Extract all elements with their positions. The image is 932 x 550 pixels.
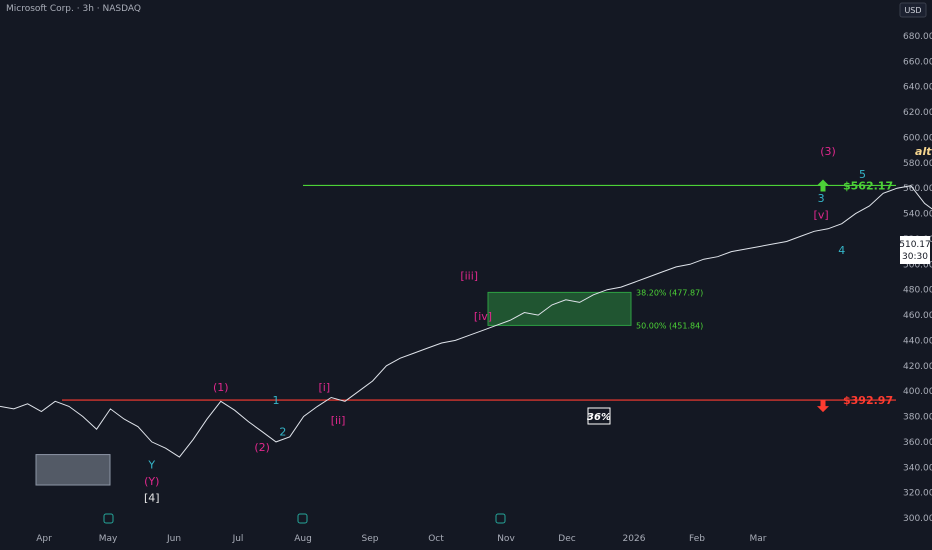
wave-label: (2) (254, 441, 270, 454)
y-tick-label: 460.00 (903, 311, 932, 321)
wave-label: [i] (318, 381, 330, 394)
wave-label: 1 (273, 394, 280, 407)
up-arrow-icon (817, 179, 829, 192)
wave-labels: (1)(2)(3)alt.III(4)(5)[i][ii][iii][iv][v… (144, 145, 932, 505)
wave-label: Y (147, 459, 155, 472)
down-arrow-icon (817, 400, 829, 413)
wave-label: alt.III (915, 145, 932, 158)
x-tick-label: Dec (558, 534, 575, 544)
y-tick-label: 600.00 (903, 133, 932, 143)
y-tick-label: 380.00 (903, 413, 932, 423)
y-tick-label: 320.00 (903, 489, 932, 499)
x-tick-label: Jul (232, 534, 244, 544)
y-tick-label: 500.00 (903, 260, 932, 270)
y-tick-label: 400.00 (903, 387, 932, 397)
x-tick-label: Aug (294, 534, 312, 544)
x-tick-label: Nov (497, 534, 515, 544)
x-axis: Apr May Jun Jul Aug Sep Oct Nov Dec 2026 Feb Mar (36, 534, 767, 544)
earnings-markers (103, 513, 506, 524)
target-label: $562.17 (843, 179, 893, 192)
fib-level-label: 50.00% (451.84) (636, 321, 703, 330)
x-tick-label: Feb (689, 534, 705, 544)
y-tick-label: 640.00 (903, 83, 932, 93)
boxes (35, 454, 111, 486)
x-tick-label: Apr (36, 534, 52, 544)
y-tick-label: 340.00 (903, 463, 932, 473)
y-tick-label: 360.00 (903, 438, 932, 448)
price-series (0, 185, 932, 458)
y-tick-label: 420.00 (903, 362, 932, 372)
y-tick-label: 620.00 (903, 108, 932, 118)
wave-label: 4 (838, 244, 845, 257)
wave-4-box (35, 454, 111, 486)
currency-label: USD (904, 6, 921, 15)
y-tick-label: 580.00 (903, 159, 932, 169)
wave-label: (3) (820, 145, 836, 158)
y-tick-label: 300.00 (903, 514, 932, 524)
wave-label: [iii] (460, 270, 478, 283)
wave-label: (Y) (144, 475, 159, 488)
probability-badge (587, 407, 611, 425)
wave-label: [ii] (331, 414, 346, 427)
x-tick-label: 2026 (623, 534, 646, 544)
y-tick-label: 540.00 (903, 210, 932, 220)
probability-label: 36% (587, 412, 611, 423)
wave-label: (1) (213, 381, 229, 394)
x-tick-label: Jun (166, 534, 181, 544)
earnings-icon[interactable] (495, 513, 506, 524)
x-tick-label: Sep (362, 534, 379, 544)
current-price-tag (900, 236, 930, 264)
y-tick-label: 480.00 (903, 286, 932, 296)
wave-label: 5 (859, 168, 866, 181)
x-tick-label: Mar (750, 534, 767, 544)
price-line (0, 185, 932, 458)
invalidation-label: $392.97 (843, 394, 893, 407)
wave-label: [4] (144, 492, 160, 505)
wave-label: 2 (279, 426, 286, 439)
levels: $562.17 $392.97 (62, 179, 896, 413)
y-tick-label: 440.00 (903, 336, 932, 346)
wave-label: [v] (814, 209, 829, 222)
symbol-title: Microsoft Corp. · 3h · NASDAQ (6, 4, 141, 14)
currency-box[interactable] (899, 2, 927, 18)
earnings-icon[interactable] (103, 513, 114, 524)
earnings-icon[interactable] (297, 513, 308, 524)
x-tick-label: May (99, 534, 118, 544)
wave-label: [iv] (474, 310, 492, 323)
y-tick-label: 560.00 (903, 184, 932, 194)
bar-countdown: 30:30 (902, 252, 928, 262)
x-tick-label: Oct (428, 534, 444, 544)
wave-label: 3 (818, 192, 825, 205)
y-tick-label: 680.00 (903, 32, 932, 42)
current-price: 510.17 (899, 240, 931, 250)
y-tick-label: 660.00 (903, 57, 932, 67)
fib-level-label: 38.20% (477.87) (636, 288, 703, 297)
